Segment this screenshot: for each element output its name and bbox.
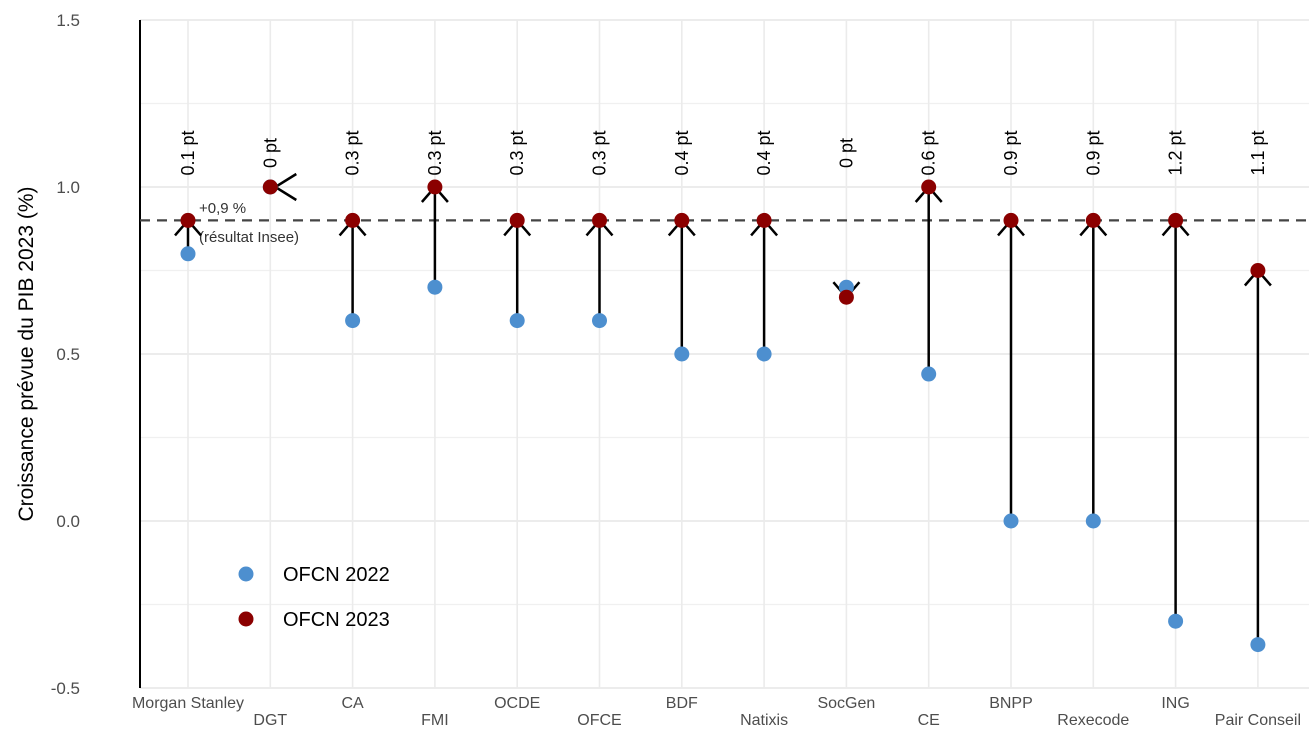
delta-label: 0.9 pt [1083,130,1103,175]
category-label: SocGen [817,695,875,712]
point-ofcn-2023 [592,212,607,228]
point-ofcn-2022 [509,313,525,329]
point-ofcn-2022 [345,313,361,329]
delta-label: 0.3 pt [507,130,527,175]
y-tick-label: -0.5 [51,679,80,698]
point-ofcn-2023 [1250,263,1266,278]
category-label: Rexecode [1057,712,1129,729]
delta-label: 0.3 pt [343,130,363,175]
category-label: OFCE [577,712,621,729]
reference-label: +0,9 % [199,200,246,217]
legend-marker [238,566,254,582]
y-tick-label: 0.0 [56,512,80,531]
legend-marker [238,611,254,627]
category-label: FMI [421,712,449,729]
point-ofcn-2022 [592,313,607,329]
legend-label: OFCN 2022 [283,564,390,586]
delta-label: 0.4 pt [672,130,692,175]
point-ofcn-2022 [756,346,772,362]
point-ofcn-2023 [262,179,278,195]
category-label: Pair Conseil [1215,712,1301,729]
delta-label: 0.3 pt [590,130,610,175]
reference-line-group: +0,9 % (résultat Insee) [140,200,1309,246]
point-ofcn-2023 [509,212,525,228]
point-ofcn-2022 [427,279,443,295]
delta-label: 0.6 pt [919,130,939,175]
category-label: BDF [666,695,698,712]
grid-layer [140,19,1309,689]
category-label: Morgan Stanley [132,695,244,712]
point-ofcn-2023 [345,212,361,228]
point-ofcn-2023 [756,212,772,228]
reference-sublabel: (résultat Insee) [199,229,299,246]
point-ofcn-2022 [180,246,196,262]
point-ofcn-2023 [1085,212,1101,228]
point-ofcn-2023 [1168,212,1184,228]
point-ofcn-2023 [427,179,443,195]
legend-label: OFCN 2023 [283,609,390,631]
y-tick-label: 1.0 [56,178,80,197]
delta-label: 0.1 pt [178,130,198,175]
category-label: OCDE [494,695,540,712]
point-ofcn-2023 [674,212,690,228]
category-label: CA [341,695,364,712]
point-ofcn-2022 [1250,637,1266,653]
delta-label: 0.4 pt [754,130,774,175]
point-ofcn-2023 [180,212,196,228]
y-tick-label: 0.5 [56,345,80,364]
point-ofcn-2022 [921,366,937,382]
category-label: DGT [253,712,287,729]
delta-label: 1.2 pt [1166,130,1186,175]
data-points [180,179,1266,653]
delta-label: 0.3 pt [425,130,445,175]
delta-label: 0 pt [260,138,280,168]
y-axis: 1.5 1.0 0.5 0.0 -0.5 Croissance prévue du PIB… [15,11,141,698]
y-axis-title: Croissance prévue du PIB 2023 (%) [15,186,38,521]
change-arrows [174,172,1272,645]
delta-label: 0 pt [836,138,856,168]
category-label: BNPP [989,695,1033,712]
point-ofcn-2023 [921,179,937,195]
point-ofcn-2022 [1168,613,1184,629]
point-ofcn-2022 [1003,513,1019,529]
point-ofcn-2022 [1085,513,1101,529]
point-ofcn-2023 [1003,212,1019,228]
labels: Morgan Stanley DGT CA FMI OCDE OFCE BDF Natixis… [132,130,1301,729]
delta-label: 1.1 pt [1248,130,1268,175]
point-ofcn-2023 [838,289,854,305]
category-label: ING [1161,695,1189,712]
point-ofcn-2022 [674,346,690,362]
category-label: Natixis [740,712,788,729]
delta-label: 0.9 pt [1001,130,1021,175]
legend: OFCN 2022 OFCN 2023 [238,564,390,631]
y-tick-label: 1.5 [56,11,80,30]
category-label: CE [918,712,940,729]
